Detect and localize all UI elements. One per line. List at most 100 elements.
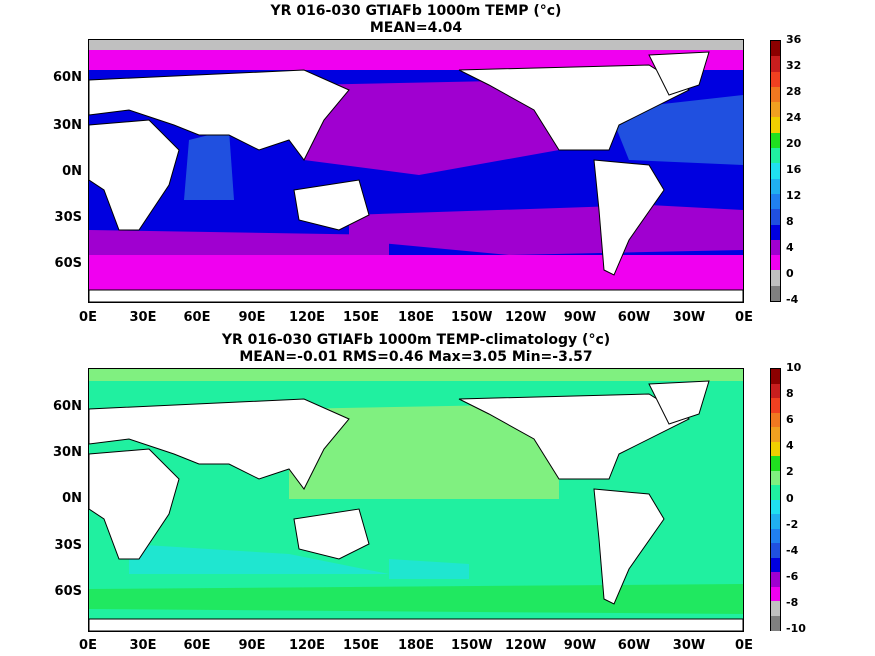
colorbar-segment: [771, 239, 780, 256]
colorbar-tick-label: -4: [786, 543, 799, 557]
top-lat-60n: 60N: [53, 70, 82, 85]
colorbar-tick-label: 6: [786, 413, 794, 427]
colorbar-tick-label: 16: [786, 163, 802, 176]
colorbar-tick-label: 28: [786, 85, 802, 98]
top-lon-60w: 60W: [617, 310, 651, 325]
top-lon-180e: 180E: [397, 310, 435, 325]
top-lon-90w: 90W: [563, 310, 597, 325]
colorbar-segment: [771, 456, 780, 471]
colorbar-segment: [771, 193, 780, 210]
bottom-lon-0e: 0E: [79, 638, 97, 653]
top-lon-120w: 120W: [505, 310, 547, 325]
bottom-lat-30s: 30S: [54, 538, 82, 553]
colorbar-tick-label: 8: [786, 387, 794, 401]
bottom-lon-30e: 30E: [129, 638, 157, 653]
bottom-lat-60s: 60S: [54, 584, 82, 599]
colorbar-segment: [771, 427, 780, 442]
colorbar-tick-label: 36: [786, 33, 802, 46]
top-map-title: YR 016-030 GTIAFb 1000m TEMP (°c): [270, 3, 562, 19]
colorbar-segment: [771, 586, 780, 602]
colorbar-segment: [771, 285, 780, 302]
colorbar-segment: [771, 615, 780, 631]
colorbar-segment: [771, 470, 780, 486]
top-lon-30w: 30W: [672, 310, 706, 325]
colorbar-tick-label: -2: [786, 517, 799, 531]
bottom-map-stats: MEAN=-0.01 RMS=0.46 Max=3.05 Min=-3.57: [239, 349, 593, 365]
top-lon-120e: 120E: [288, 310, 326, 325]
bottom-lon-120w: 120W: [505, 638, 547, 653]
colorbar-segment: [771, 557, 780, 573]
colorbar-segment: [771, 270, 780, 287]
colorbar-segment: [771, 412, 780, 428]
colorbar-segment: [771, 572, 780, 587]
bottom-map-title: YR 016-030 GTIAFb 1000m TEMP-climatology…: [221, 332, 611, 348]
colorbar-tick-label: 24: [786, 111, 802, 124]
top-colorbar: [770, 40, 781, 302]
colorbar-tick-label: 4: [786, 439, 794, 453]
colorbar-segment: [771, 383, 780, 399]
colorbar-segment: [771, 543, 780, 558]
colorbar-segment: [771, 209, 780, 226]
colorbar-segment: [771, 102, 780, 118]
colorbar-tick-label: -6: [786, 569, 799, 583]
top-lon-0e-end: 0E: [735, 310, 753, 325]
colorbar-tick-label: 32: [786, 59, 802, 72]
colorbar-segment: [771, 117, 780, 134]
bottom-lat-0n: 0N: [62, 491, 82, 506]
top-lon-90e: 90E: [238, 310, 266, 325]
bottom-lon-60w: 60W: [617, 638, 651, 653]
bottom-lon-30w: 30W: [672, 638, 706, 653]
colorbar-tick-label: 12: [786, 189, 802, 202]
colorbar-tick-label: 10: [786, 361, 802, 374]
colorbar-segment: [771, 163, 780, 180]
colorbar-tick-label: -10: [786, 622, 806, 635]
colorbar-tick-label: 20: [786, 137, 802, 150]
colorbar-tick-label: -8: [786, 595, 799, 609]
colorbar-segment: [771, 398, 780, 413]
colorbar-segment: [771, 56, 780, 73]
colorbar-segment: [771, 499, 780, 515]
bottom-lat-30n: 30N: [53, 445, 82, 460]
colorbar-segment: [771, 528, 780, 544]
colorbar-segment: [771, 514, 780, 529]
top-lon-150w: 150W: [451, 310, 493, 325]
bottom-anomaly-map: [88, 368, 744, 632]
colorbar-tick-label: 8: [786, 215, 794, 228]
colorbar-segment: [771, 485, 780, 500]
top-lat-30n: 30N: [53, 118, 82, 133]
colorbar-segment: [771, 132, 780, 149]
colorbar-segment: [771, 224, 780, 241]
bottom-lon-150e: 150E: [342, 638, 380, 653]
bottom-lon-120e: 120E: [288, 638, 326, 653]
top-lat-60s: 60S: [54, 256, 82, 271]
colorbar-tick-label: 0: [786, 491, 794, 505]
bottom-lon-60e: 60E: [183, 638, 211, 653]
colorbar-segment: [771, 441, 780, 457]
top-map-mean: MEAN=4.04: [369, 20, 463, 36]
colorbar-segment: [771, 601, 780, 616]
bottom-lon-150w: 150W: [451, 638, 493, 653]
colorbar-segment: [771, 86, 780, 103]
top-lat-30s: 30S: [54, 210, 82, 225]
colorbar-tick-label: -4: [786, 293, 799, 306]
bottom-colorbar: [770, 368, 781, 631]
bottom-lon-90w: 90W: [563, 638, 597, 653]
top-lon-30e: 30E: [129, 310, 157, 325]
colorbar-tick-label: 0: [786, 267, 794, 280]
top-lon-0e: 0E: [79, 310, 97, 325]
colorbar-segment: [771, 255, 780, 271]
colorbar-segment: [771, 178, 780, 195]
colorbar-tick-label: 2: [786, 465, 794, 479]
bottom-lon-90e: 90E: [238, 638, 266, 653]
colorbar-tick-label: 4: [786, 241, 794, 254]
top-lon-150e: 150E: [342, 310, 380, 325]
top-lon-60e: 60E: [183, 310, 211, 325]
top-temperature-map: [88, 39, 744, 303]
bottom-lat-60n: 60N: [53, 399, 82, 414]
colorbar-segment: [771, 148, 780, 164]
colorbar-segment: [771, 71, 780, 88]
bottom-lon-180e: 180E: [397, 638, 435, 653]
bottom-lon-0e-end: 0E: [735, 638, 753, 653]
top-lat-0n: 0N: [62, 164, 82, 179]
colorbar-segment: [771, 369, 780, 384]
